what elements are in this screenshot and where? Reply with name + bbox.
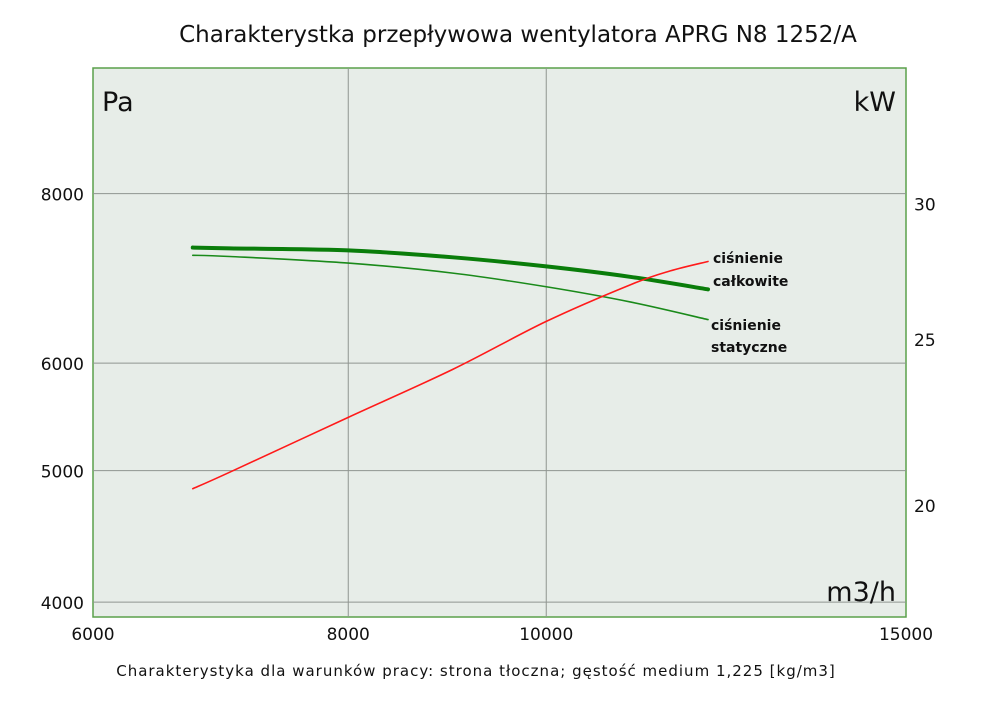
x-axis-label: m3/h: [826, 577, 896, 608]
chart-title: Charakterystka przepływowa wentylatora A…: [179, 22, 857, 48]
gridlines: [93, 68, 906, 617]
label-static-pressure-1: ciśnienie: [711, 318, 781, 334]
tick-labels: 6000 8000 10000 15000 4000 5000 6000 8000 20 25 30: [41, 186, 936, 645]
x-tick-label: 15000: [879, 625, 933, 645]
label-total-pressure-1: ciśnienie: [713, 251, 783, 267]
label-static-pressure-2: statyczne: [711, 340, 787, 356]
y2-tick-label: 25: [914, 331, 936, 351]
power-curve: [191, 260, 709, 490]
plot-area: [92, 67, 907, 618]
y-tick-label: 6000: [41, 355, 84, 375]
y-tick-label: 5000: [41, 463, 84, 483]
label-total-pressure-2: całkowite: [713, 274, 788, 290]
x-tick-label: 10000: [519, 625, 573, 645]
curves: [190, 245, 711, 490]
y-tick-label: 4000: [41, 594, 84, 614]
total-pressure-curve: [190, 245, 711, 292]
chart-subtitle: Charakterystyka dla warunków pracy: stro…: [116, 662, 836, 680]
static-pressure-curve: [191, 254, 709, 321]
x-tick-label: 8000: [327, 625, 370, 645]
y2-tick-label: 20: [914, 497, 936, 517]
y2-tick-label: 30: [914, 196, 936, 216]
y-tick-label: 8000: [41, 186, 84, 206]
y-axis-label: Pa: [102, 87, 134, 118]
y2-axis-label: kW: [854, 87, 896, 118]
x-tick-label: 6000: [71, 625, 114, 645]
